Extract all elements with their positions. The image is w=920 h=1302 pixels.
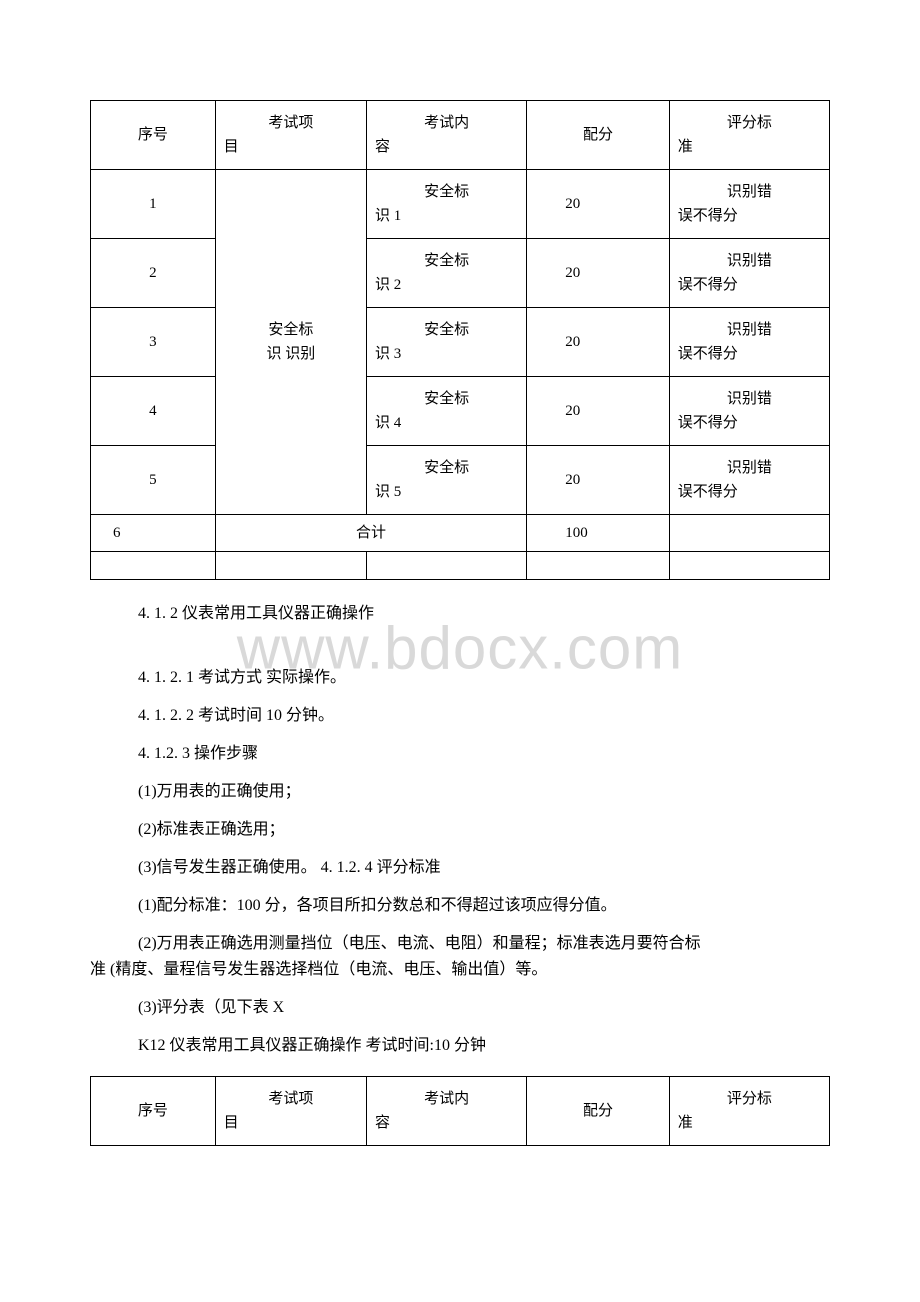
paragraph: 4. 1.2. 3 操作步骤	[138, 742, 830, 766]
header-index: 序号	[91, 1077, 216, 1146]
cell-criteria: 识别错 误不得分	[669, 239, 829, 308]
cell-score: 20	[527, 377, 669, 446]
cell-score: 20	[527, 239, 669, 308]
paragraph: (1)万用表的正确使用；	[138, 780, 830, 804]
cell-content: 安全标 识 3	[367, 308, 527, 377]
table-header-row: 序号 考试项 目 考试内 容 配分 评分标 准	[91, 101, 830, 170]
cell-empty	[91, 552, 216, 580]
cell-empty	[669, 552, 829, 580]
header-score: 配分	[527, 1077, 669, 1146]
paragraph: 准 (精度、量程信号发生器选择档位（电流、电压、输出值）等。	[90, 958, 830, 982]
section-heading: 4. 1. 2 仪表常用工具仪器正确操作	[138, 602, 830, 626]
header-item: 考试项 目	[215, 1077, 366, 1146]
table-row: 5 安全标 识 5 20 识别错 误不得分	[91, 446, 830, 515]
cell-criteria: 识别错 误不得分	[669, 170, 829, 239]
paragraph: (3)信号发生器正确使用。 4. 1.2. 4 评分标准	[138, 856, 830, 880]
cell-index: 5	[91, 446, 216, 515]
cell-content: 安全标 识 1	[367, 170, 527, 239]
cell-score: 20	[527, 446, 669, 515]
table-row: 2 安全标 识 2 20 识别错 误不得分	[91, 239, 830, 308]
table-total-row: 6 合计 100	[91, 515, 830, 552]
paragraph: (2)标准表正确选用；	[138, 818, 830, 842]
paragraph: (3)评分表（见下表 X	[138, 996, 830, 1020]
cell-index: 6	[91, 515, 216, 552]
table-row: 3 安全标 识 3 20 识别错 误不得分	[91, 308, 830, 377]
scoring-table-2: 序号 考试项 目 考试内 容 配分 评分标 准	[90, 1076, 830, 1146]
cell-score: 20	[527, 170, 669, 239]
cell-content: 安全标 识 2	[367, 239, 527, 308]
header-item: 考试项 目	[215, 101, 366, 170]
cell-index: 3	[91, 308, 216, 377]
paragraph: (2)万用表正确选用测量挡位（电压、电流、电阻）和量程；标准表选月要符合标	[138, 932, 830, 956]
paragraph: 4. 1. 2. 2 考试时间 10 分钟。	[138, 704, 830, 728]
cell-empty	[367, 552, 527, 580]
document-page: 序号 考试项 目 考试内 容 配分 评分标 准 1 安全标 识 识别	[0, 0, 920, 1206]
cell-criteria: 识别错 误不得分	[669, 308, 829, 377]
scoring-table-1: 序号 考试项 目 考试内 容 配分 评分标 准 1 安全标 识 识别	[90, 100, 830, 580]
cell-index: 1	[91, 170, 216, 239]
header-content: 考试内 容	[367, 1077, 527, 1146]
header-score: 配分	[527, 101, 669, 170]
paragraph: 4. 1. 2. 1 考试方式 实际操作。	[138, 666, 830, 690]
table-header-row: 序号 考试项 目 考试内 容 配分 评分标 准	[91, 1077, 830, 1146]
table-row: 4 安全标 识 4 20 识别错 误不得分	[91, 377, 830, 446]
cell-content: 安全标 识 4	[367, 377, 527, 446]
cell-item-merged: 安全标 识 识别	[215, 170, 366, 515]
cell-index: 4	[91, 377, 216, 446]
header-index: 序号	[91, 101, 216, 170]
cell-score: 20	[527, 308, 669, 377]
header-criteria: 评分标 准	[669, 1077, 829, 1146]
table-empty-row	[91, 552, 830, 580]
cell-criteria: 识别错 误不得分	[669, 377, 829, 446]
cell-content: 安全标 识 5	[367, 446, 527, 515]
cell-empty	[215, 552, 366, 580]
cell-criteria: 识别错 误不得分	[669, 446, 829, 515]
cell-empty	[527, 552, 669, 580]
cell-total-label: 合计	[215, 515, 527, 552]
cell-empty	[669, 515, 829, 552]
cell-index: 2	[91, 239, 216, 308]
paragraph: K12 仪表常用工具仪器正确操作 考试时间:10 分钟	[138, 1034, 830, 1058]
header-content: 考试内 容	[367, 101, 527, 170]
table-row: 1 安全标 识 识别 安全标 识 1 20 识别错 误不得分	[91, 170, 830, 239]
cell-total-score: 100	[527, 515, 669, 552]
header-criteria: 评分标 准	[669, 101, 829, 170]
paragraph: (1)配分标准：100 分，各项目所扣分数总和不得超过该项应得分值。	[138, 894, 830, 918]
